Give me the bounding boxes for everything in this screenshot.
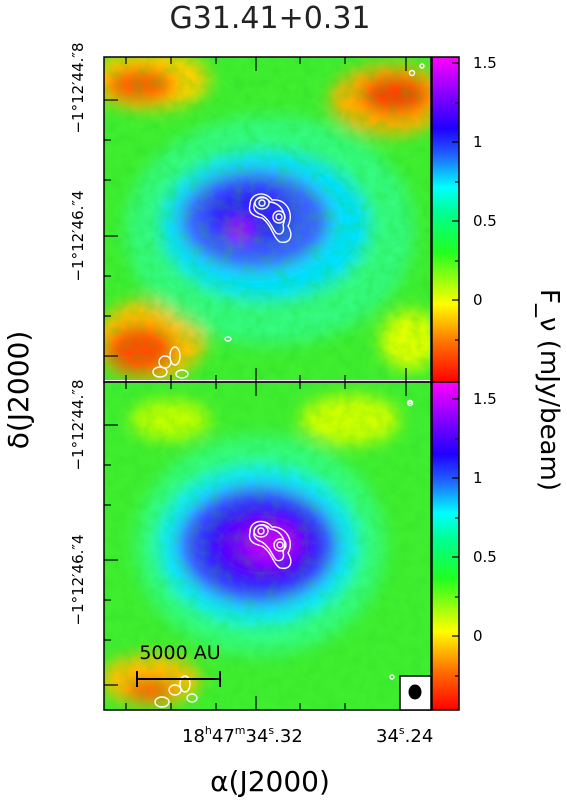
y-tick-label-bottom-2: −1°12′46.″4 xyxy=(69,534,87,625)
cbar-bottom-tick-4: 0 xyxy=(473,627,483,645)
y-tick-labels: −1°12′44.″8 −1°12′46.″4 −1°12′44.″8 −1°1… xyxy=(69,42,87,625)
contours-bottom xyxy=(154,399,414,708)
panel-top xyxy=(104,57,431,380)
cbar-top-tick-3: 0.5 xyxy=(473,212,497,230)
beam-ellipse xyxy=(408,684,422,700)
y-tick-label-bottom-1: −1°12′44.″8 xyxy=(69,379,87,470)
scale-bar-label: 5000 AU xyxy=(139,642,220,664)
beam-box xyxy=(399,675,432,711)
cbar-top-tick-2: 1 xyxy=(473,133,483,151)
colorbar-label: F_ν (mJy/beam) xyxy=(534,289,564,491)
cbar-bottom-tick-2: 1 xyxy=(473,469,483,487)
x-tick-label-2: 34s.24 xyxy=(376,724,433,747)
cbar-top-tick-4: 0 xyxy=(473,291,483,309)
x-tick-labels: 18h47m34s.32 34s.24 xyxy=(182,724,433,747)
scale-bar: 5000 AU xyxy=(136,642,221,687)
y-tick-label-top-2: −1°12′46.″4 xyxy=(69,190,87,281)
chart-title: G31.41+0.31 xyxy=(169,1,370,36)
x-axis-label: α(J2000) xyxy=(210,765,330,798)
cbar-bottom-tick-1: 1.5 xyxy=(473,390,497,408)
y-tick-label-top-1: −1°12′44.″8 xyxy=(69,42,87,133)
colorbar-bottom: 1.5 1 0.5 0 xyxy=(431,381,497,711)
contours-top xyxy=(152,63,425,379)
y-axis-label: δ(J2000) xyxy=(2,331,35,450)
cbar-top-tick-1: 1.5 xyxy=(473,54,497,72)
colorbar-top: 1.5 1 0.5 0 xyxy=(431,54,497,383)
cbar-bottom-tick-3: 0.5 xyxy=(473,548,497,566)
x-tick-label-1: 18h47m34s.32 xyxy=(182,724,303,747)
panel-bottom-frame xyxy=(103,381,432,711)
